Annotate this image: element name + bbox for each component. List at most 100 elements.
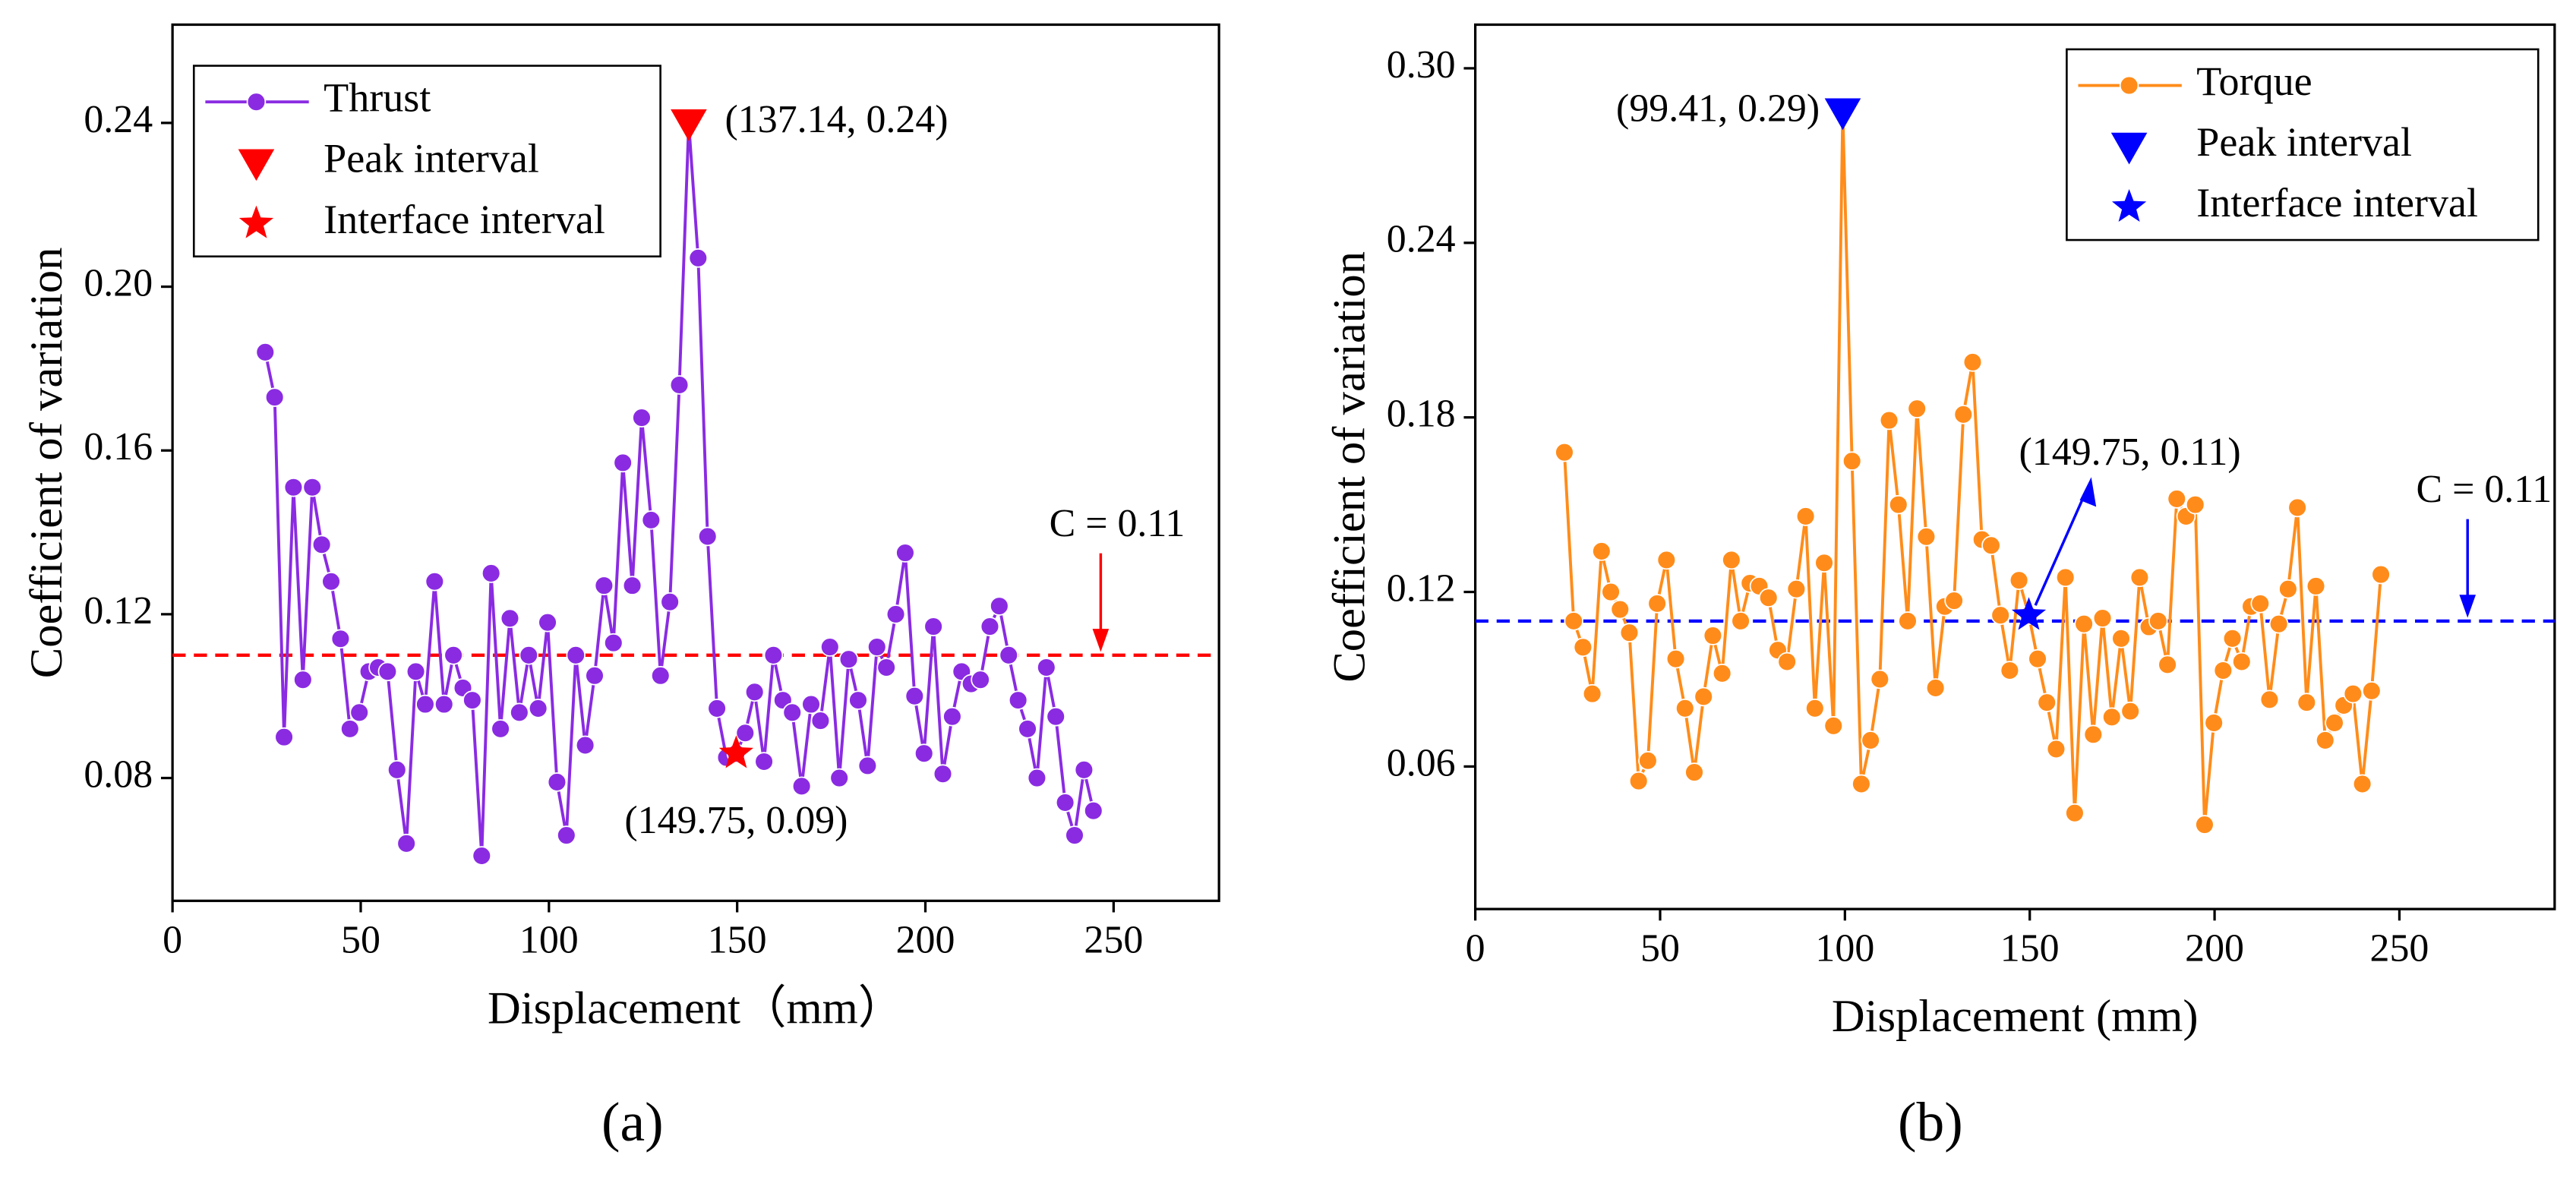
point xyxy=(971,670,990,689)
point xyxy=(1055,793,1075,813)
threshold-label: C = 0.11 xyxy=(2416,468,2552,511)
y-tick-label: 0.12 xyxy=(1387,566,1456,610)
point xyxy=(1786,579,1807,599)
x-axis-label: Displacement (mm) xyxy=(1832,991,2199,1042)
annotation: (99.41, 0.29) xyxy=(1616,87,1820,130)
point xyxy=(763,645,784,665)
threshold-arrowhead xyxy=(2459,595,2477,618)
point xyxy=(1953,405,1974,424)
point xyxy=(1573,637,1593,658)
annotation-arrowhead xyxy=(2079,477,2097,507)
point xyxy=(1712,664,1732,683)
point xyxy=(2167,489,2187,509)
point xyxy=(688,248,709,268)
point xyxy=(1916,526,1937,547)
y-tick-label: 0.12 xyxy=(84,589,153,633)
point xyxy=(1870,669,1890,689)
point xyxy=(1665,648,1686,669)
point xyxy=(1694,686,1713,707)
point xyxy=(2046,739,2066,759)
point xyxy=(1852,774,1871,794)
point xyxy=(1889,494,1908,515)
point xyxy=(2074,614,2094,634)
point xyxy=(2232,652,2252,672)
point xyxy=(566,645,586,665)
point xyxy=(2028,648,2047,669)
x-tick-label: 0 xyxy=(1466,926,1485,970)
point xyxy=(274,727,294,747)
point xyxy=(2315,730,2335,750)
point xyxy=(782,702,802,723)
x-tick-label: 150 xyxy=(2000,926,2060,970)
point xyxy=(933,764,953,784)
point xyxy=(1628,771,1649,791)
point xyxy=(330,629,351,649)
y-tick-label: 0.08 xyxy=(84,753,153,796)
point xyxy=(857,756,878,776)
interface-marker xyxy=(718,735,754,768)
point xyxy=(585,665,605,686)
y-tick-label: 0.30 xyxy=(1387,43,1456,87)
point xyxy=(1065,825,1084,845)
point xyxy=(2055,567,2076,588)
point xyxy=(886,604,906,624)
legend-label: Thrust xyxy=(324,75,431,121)
y-tick-label: 0.24 xyxy=(1387,218,1456,261)
y-tick-label: 0.06 xyxy=(1387,741,1456,784)
point xyxy=(820,637,840,657)
point xyxy=(735,723,756,743)
point xyxy=(246,92,267,112)
point xyxy=(2158,655,2177,675)
point xyxy=(1962,352,1983,372)
point xyxy=(1823,716,1844,736)
point xyxy=(669,375,690,395)
x-axis-label: Displacement（mm） xyxy=(488,983,904,1033)
point xyxy=(2325,713,2344,733)
point xyxy=(1944,591,1964,611)
point xyxy=(302,477,323,497)
point xyxy=(1731,611,1750,631)
point xyxy=(481,563,501,583)
point xyxy=(2092,608,2113,628)
point xyxy=(1861,730,1880,750)
point xyxy=(791,776,812,797)
plot-frame xyxy=(171,23,1220,902)
point xyxy=(1582,683,1602,704)
point xyxy=(1907,399,1927,418)
point xyxy=(387,760,407,780)
point xyxy=(2037,693,2057,712)
point xyxy=(2259,689,2280,710)
point xyxy=(1601,582,1621,602)
x-tick-label: 100 xyxy=(519,919,579,962)
point xyxy=(2111,629,2131,648)
point xyxy=(557,825,576,845)
point xyxy=(923,617,943,636)
interface-marker xyxy=(2111,188,2147,222)
x-tick-label: 0 xyxy=(163,919,182,962)
point xyxy=(1805,699,1825,718)
point xyxy=(2222,629,2243,648)
point xyxy=(848,690,868,710)
point xyxy=(415,694,435,715)
point xyxy=(519,645,539,665)
plot-frame xyxy=(1473,23,2556,910)
x-tick-label: 250 xyxy=(1084,919,1143,962)
legend-label: Torque xyxy=(2196,58,2312,104)
point xyxy=(1008,690,1028,710)
point xyxy=(2204,713,2224,733)
annotation: (149.75, 0.11) xyxy=(2019,431,2241,474)
point xyxy=(1619,623,1640,642)
point xyxy=(547,772,567,792)
point xyxy=(575,735,595,756)
annotation-arrow xyxy=(2034,486,2089,606)
x-tick-label: 150 xyxy=(708,919,767,962)
y-tick-label: 0.16 xyxy=(84,425,153,469)
point xyxy=(293,670,313,689)
point xyxy=(255,342,276,362)
peak-marker xyxy=(238,149,275,181)
y-tick-label: 0.20 xyxy=(84,261,153,305)
point xyxy=(2371,564,2391,585)
threshold-label: C = 0.11 xyxy=(1050,502,1185,545)
point xyxy=(594,576,614,595)
